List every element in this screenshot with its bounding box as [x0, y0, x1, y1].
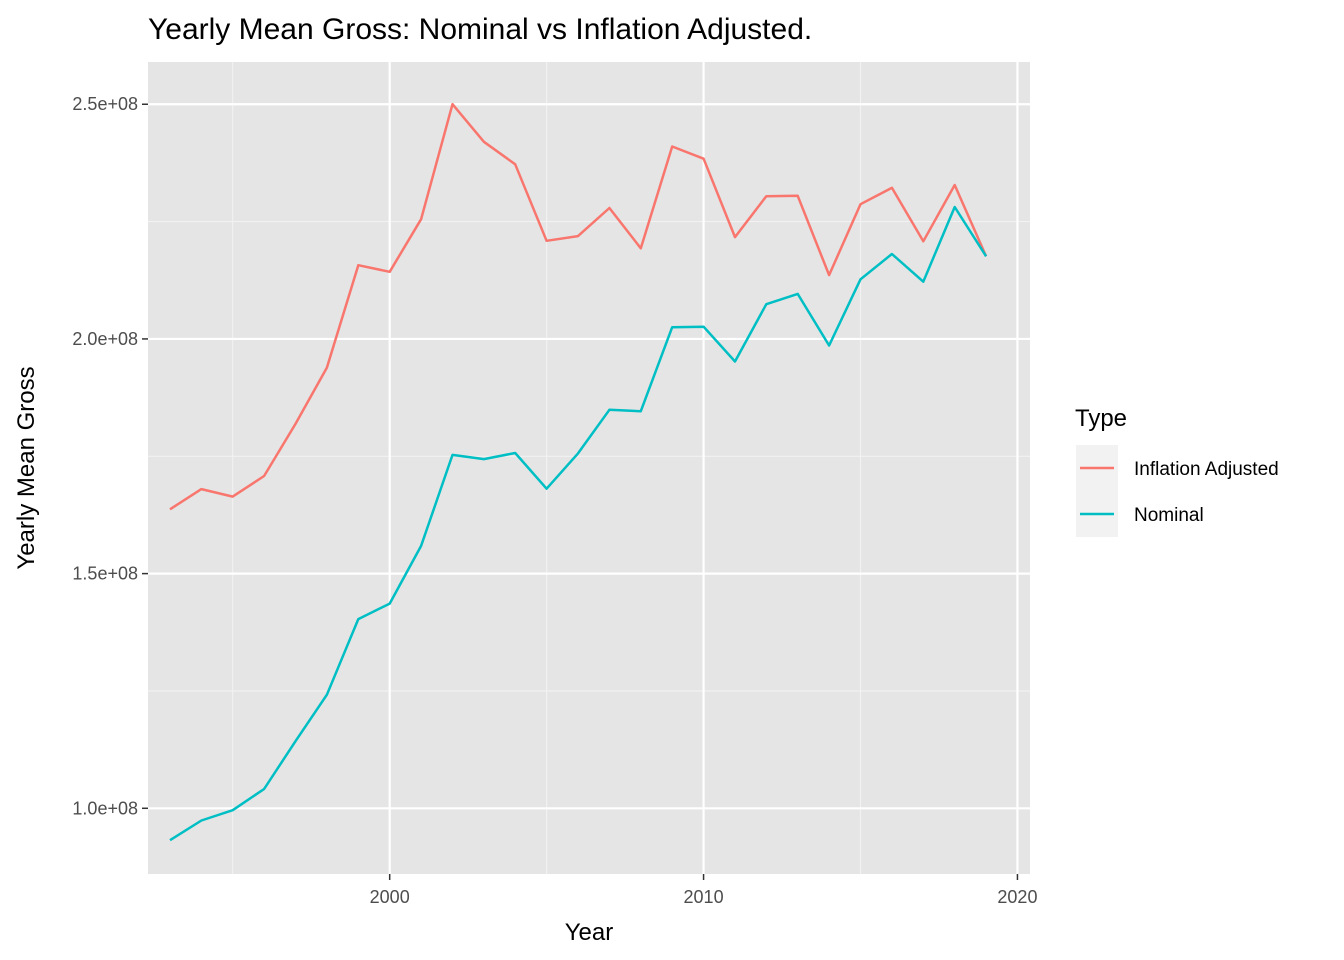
series-lines — [169, 102, 988, 842]
y-tick-label: 1.5e+08 — [72, 564, 138, 584]
y-tick-label: 2.0e+08 — [72, 329, 138, 349]
series-line-inflation-adjusted — [169, 102, 988, 511]
x-tick-label: 2000 — [370, 887, 410, 907]
legend-label-nominal: Nominal — [1134, 505, 1204, 526]
x-tick-label: 2010 — [684, 887, 724, 907]
y-tick-label: 2.5e+08 — [72, 94, 138, 114]
legend-title: Type — [1075, 405, 1127, 432]
chart-title: Yearly Mean Gross: Nominal vs Inflation … — [148, 13, 812, 46]
y-axis-title: Yearly Mean Gross — [13, 366, 40, 569]
x-axis: 2000 2010 2020 — [370, 874, 1037, 907]
legend: Type Inflation Adjusted Nominal — [1075, 405, 1279, 537]
legend-item-nominal: Nominal — [1076, 491, 1204, 537]
y-axis: 1.0e+08 1.5e+08 2.0e+08 2.5e+08 — [72, 94, 148, 818]
x-tick-label: 2020 — [997, 887, 1037, 907]
series-line-nominal — [169, 205, 988, 842]
grid-major — [148, 62, 1030, 874]
legend-item-inflation-adjusted: Inflation Adjusted — [1076, 445, 1279, 491]
y-tick-label: 1.0e+08 — [72, 798, 138, 818]
grid-minor — [148, 62, 1030, 874]
legend-label-inflation-adjusted: Inflation Adjusted — [1134, 459, 1279, 480]
plot-panel — [148, 62, 1030, 874]
x-axis-title: Year — [565, 919, 614, 946]
